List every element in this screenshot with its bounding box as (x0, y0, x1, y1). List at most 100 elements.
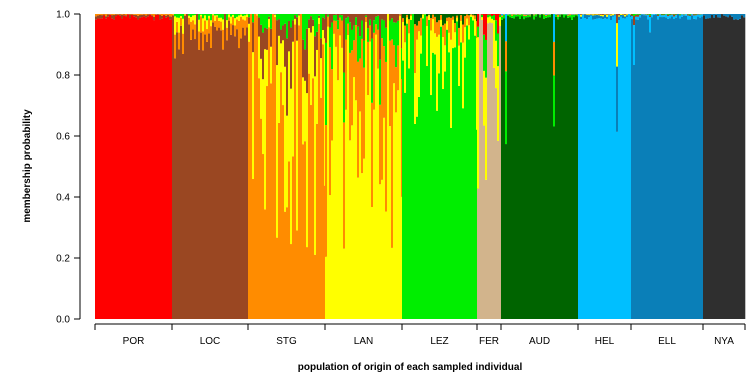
bar-segment-POR-STG (105, 14, 107, 16)
bar-segment-STG-LAN (296, 41, 298, 231)
category-label-ELL: ELL (658, 336, 676, 347)
bar-segment-HEL-ELL (588, 15, 590, 17)
bar-segment-POR-LOC (143, 15, 145, 17)
bar-segment-AUD-STG (567, 14, 569, 15)
bar-segment-POR-STG (97, 14, 99, 15)
bar-segment-LAN-LAN (391, 248, 393, 319)
bar-segment-STG-LAN (280, 43, 282, 72)
bar-segment-LEZ-STG (458, 28, 460, 46)
bar-segment-HEL-HEL (578, 14, 580, 319)
bar-segment-LOC-LAN (206, 20, 208, 29)
bar-segment-LOC-LAN (182, 19, 184, 34)
bar-segment-AUD-AUD (573, 17, 575, 319)
bar-segment-LOC-LAN (214, 15, 216, 20)
bar-segment-ELL-ELL (687, 19, 689, 319)
bar-segment-LEZ-LEZ (458, 86, 460, 319)
bar-segment-FER-LEZ (483, 35, 485, 71)
bar-segment-AUD-LEZ (513, 15, 515, 19)
bar-segment-POR-STG (103, 14, 105, 15)
bar-segment-LAN-LAN (357, 178, 359, 319)
bar-segment-LOC-LAN (216, 15, 218, 16)
bar-segment-LEZ-STG (416, 26, 418, 40)
category-label-FER: FER (479, 336, 499, 347)
bar-segment-STG-STG (276, 238, 278, 319)
bar-segment-FER-LAN (495, 41, 497, 88)
bar-segment-LEZ-STG (428, 15, 430, 16)
bar-segment-ELL-HEL (685, 14, 687, 16)
bar-segment-ELL-LOC (661, 14, 663, 15)
bar-segment-AUD-AUD (505, 144, 507, 319)
bar-segment-LAN-STG (341, 21, 343, 48)
bar-segment-AUD-LEZ (573, 15, 575, 17)
bar-segment-LAN-LOC (353, 14, 355, 25)
bar-segment-STG-LAN (298, 15, 300, 25)
bar-segment-LAN-LEZ (335, 15, 337, 21)
bar-segment-STG-STG (256, 15, 258, 319)
bar-segment-STG-LAN (274, 15, 276, 17)
bar-segment-ELL-HEL (679, 15, 681, 18)
bar-segment-POR-LOC (135, 15, 137, 17)
bar-segment-LOC-LAN (226, 20, 228, 28)
y-tick-label-2: 0.4 (56, 193, 70, 204)
bar-segment-LOC-LOC (222, 50, 224, 319)
bar-segment-LOC-LEZ (222, 14, 224, 19)
bar-segment-ELL-ELL (683, 15, 685, 319)
bar-segment-LAN-LAN (341, 48, 343, 319)
bar-segment-POR-LOC (121, 15, 123, 19)
bar-segment-ELL-LOC (657, 15, 659, 16)
bar-segment-LOC-LOC (190, 40, 192, 319)
bar-segment-STG-LEZ (310, 14, 312, 16)
bar-segment-LOC-LEZ (242, 14, 244, 16)
bar-segment-POR-STG (133, 14, 135, 15)
bar-segment-AUD-HEL (545, 14, 547, 15)
bar-segment-FER-LEZ (477, 27, 479, 38)
bar-segment-LEZ-LEZ (404, 93, 406, 319)
bar-segment-LEZ-STG (466, 15, 468, 19)
bar-segment-LOC-STG (220, 22, 222, 31)
bar-segment-ELL-LOC (689, 15, 691, 16)
bar-segment-AUD-LEZ (565, 14, 567, 15)
bar-segment-LOC-LOC (234, 36, 236, 319)
bar-segment-LOC-LOC (176, 32, 178, 319)
bar-segment-LEZ-STG (454, 23, 456, 32)
bar-segment-STG-LAN (260, 59, 262, 119)
bar-segment-POR-POR (111, 18, 113, 319)
bar-segment-LEZ-AUD (418, 14, 420, 21)
bar-segment-LAN-LEZ (325, 43, 327, 125)
bar-segment-STG-LOC (270, 29, 272, 47)
bar-segment-POR-STG (167, 14, 169, 15)
bar-segment-POR-LOC (125, 15, 127, 16)
bar-segment-AUD-STG (547, 14, 549, 15)
bar-segment-LAN-STG (331, 69, 333, 140)
bar-segment-STG-LEZ (304, 14, 306, 49)
bar-segment-LOC-LAN (192, 15, 194, 20)
bar-segment-HEL-HEL (582, 15, 584, 319)
bar-segment-POR-STG (129, 14, 131, 15)
bar-segment-LOC-STG (206, 29, 208, 42)
bar-segment-LAN-LAN (337, 80, 339, 319)
bar-segment-STG-LOC (274, 14, 276, 15)
bar-segment-LAN-LOC (397, 14, 399, 21)
bar-segment-LEZ-STG (430, 18, 432, 30)
bar-segment-ELL-LEZ (689, 14, 691, 15)
bar-segment-STG-LOC (276, 20, 278, 65)
bar-segment-STG-LAN (316, 50, 318, 124)
bar-segment-LAN-LEZ (373, 20, 375, 33)
bar-segment-STG-LOC (308, 19, 310, 28)
bar-segment-HEL-LAN (626, 14, 628, 15)
bar-segment-ELL-ELL (637, 20, 639, 319)
bar-segment-LOC-LEZ (234, 14, 236, 18)
bar-segment-STG-LEZ (288, 14, 290, 21)
bar-segment-LEZ-AUD (474, 14, 476, 15)
bar-segment-LAN-LAN (367, 95, 369, 319)
bar-segment-HEL-LAN (622, 14, 624, 15)
bar-segment-LAN-LAN (347, 35, 349, 319)
bar-segment-LEZ-LEZ (424, 14, 426, 319)
bar-segment-POR-POR (131, 15, 133, 319)
bar-segment-LAN-STG (367, 42, 369, 95)
bar-segment-LOC-STG (226, 28, 228, 41)
bar-segment-LAN-STG (373, 33, 375, 110)
bar-segment-STG-STG (262, 154, 264, 319)
bar-segment-LAN-LEZ (379, 60, 381, 105)
bar-segment-STG-LEZ (318, 14, 320, 16)
